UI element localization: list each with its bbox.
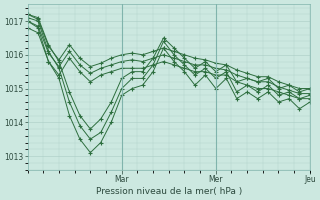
X-axis label: Pression niveau de la mer( hPa ): Pression niveau de la mer( hPa )	[96, 187, 242, 196]
